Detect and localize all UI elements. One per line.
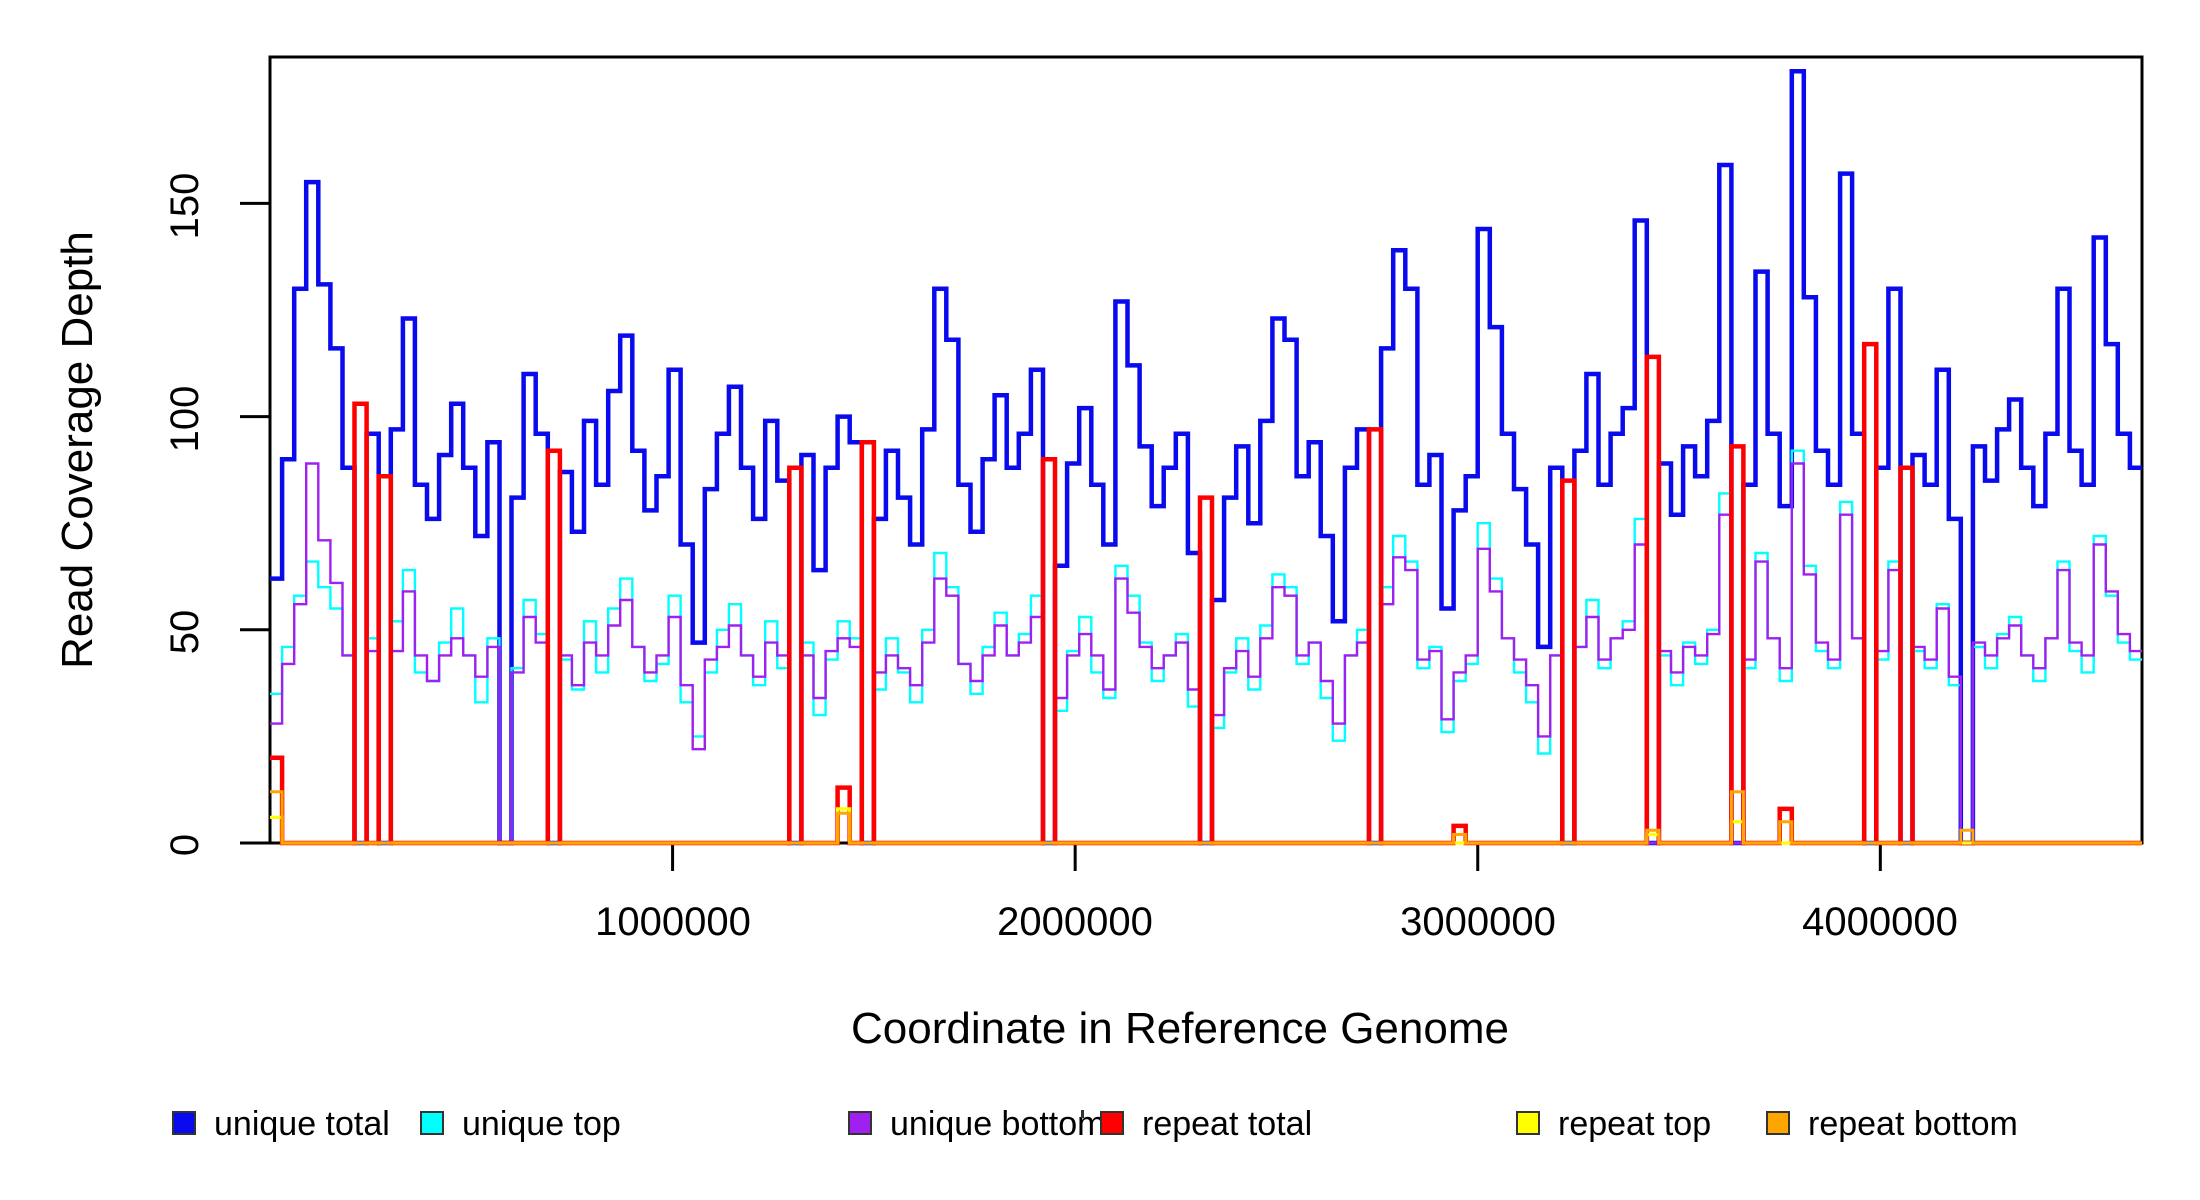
stray-mark (1081, 1110, 1084, 1118)
series-repeat-bottom-line (270, 790, 2142, 845)
y-tick-label-150: 150 (163, 172, 207, 240)
x-tick-label-4000000: 4000000 (1802, 900, 1958, 944)
unique-bottom-swatch-icon (848, 1111, 872, 1135)
series-unique-bottom-line (270, 462, 2142, 845)
x-tick-label-1000000: 1000000 (595, 900, 751, 944)
legend-label: repeat bottom (1808, 1105, 2018, 1143)
unique-top-swatch-icon (420, 1111, 444, 1135)
repeat-bottom-swatch-icon (1766, 1111, 1790, 1135)
repeat-total-swatch-icon (1100, 1111, 1124, 1135)
series-repeat-total-line (270, 341, 2142, 846)
y-tick-label-100: 100 (163, 385, 207, 453)
y-tick-label-50: 50 (163, 609, 207, 655)
series-unique-top-line (270, 449, 2142, 845)
repeat-top-swatch-icon (1516, 1111, 1540, 1135)
x-tick-label-3000000: 3000000 (1400, 900, 1556, 944)
legend-label: repeat total (1142, 1105, 1313, 1143)
x-tick-label-2000000: 2000000 (997, 900, 1153, 944)
y-tick-label-0: 0 (163, 833, 207, 857)
legend-label: unique bottom (890, 1105, 1106, 1143)
y-axis-title: Read Coverage Depth (53, 231, 102, 669)
legend-label: repeat top (1558, 1105, 1712, 1143)
unique-total-swatch-icon (172, 1111, 196, 1135)
legend-label: unique total (214, 1105, 390, 1143)
x-axis-title: Coordinate in Reference Genome (851, 1004, 1509, 1053)
series-repeat-top-line (270, 807, 2142, 845)
legend-label: unique top (462, 1105, 621, 1143)
series-unique-total-line (270, 68, 2142, 846)
